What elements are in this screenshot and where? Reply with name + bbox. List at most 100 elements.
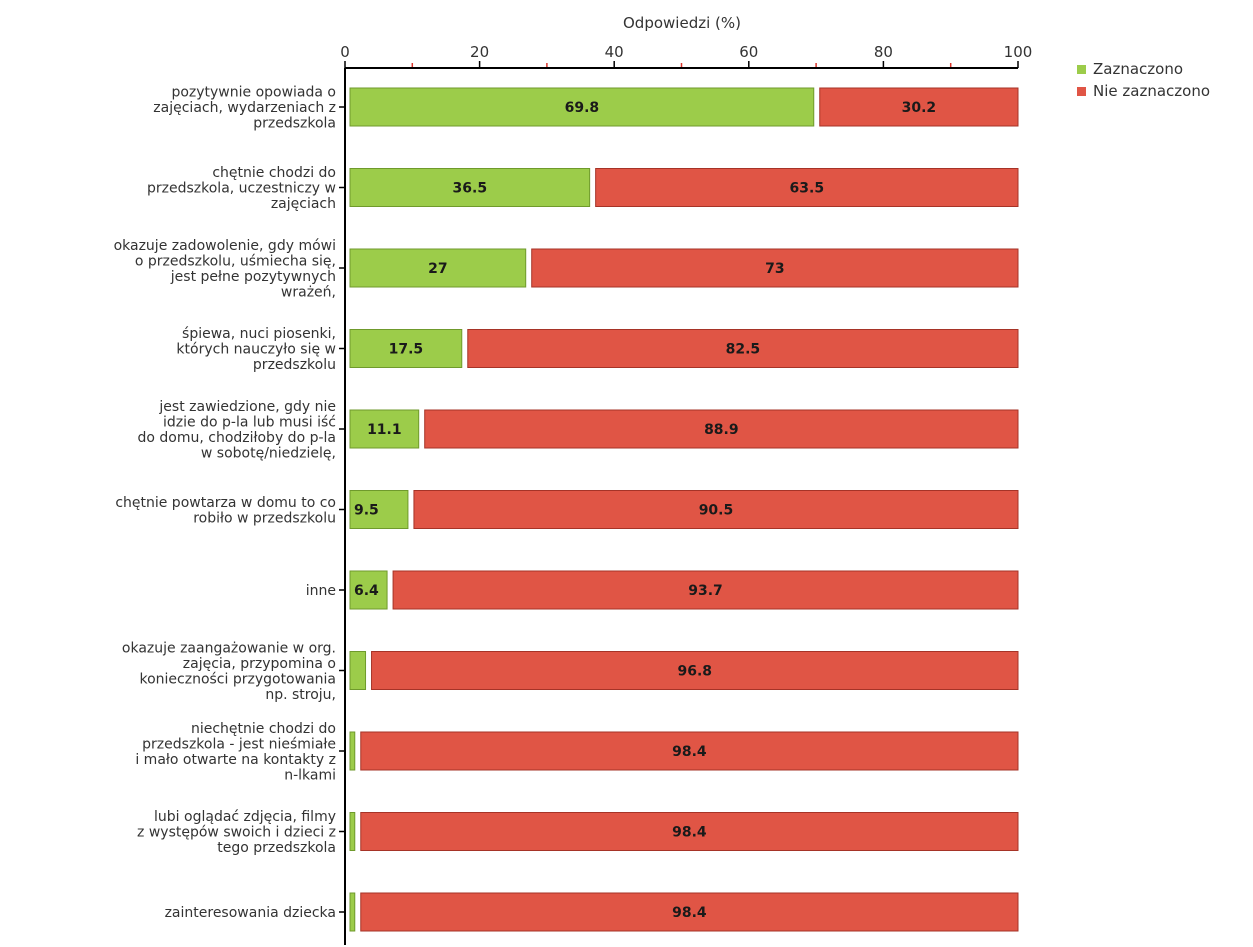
category-label-line: przedszkola, uczestniczy w bbox=[147, 181, 336, 197]
bar-label-nie-zaznaczono: 73 bbox=[765, 261, 784, 277]
category-label-line: zajęcia, przypomina o bbox=[183, 656, 336, 672]
x-tick-label: 60 bbox=[739, 43, 758, 61]
category-label: okazuje zadowolenie, gdy mówi o przedszko… bbox=[114, 238, 336, 301]
category-label: okazuje zaangażowanie w org. zajęcia, prz… bbox=[122, 640, 336, 703]
category-label-line: przedszkolu bbox=[253, 357, 336, 373]
bar-label-nie-zaznaczono: 90.5 bbox=[699, 503, 734, 519]
category-label-line: przedszkola - jest nieśmiałe bbox=[142, 736, 336, 752]
bar-label-zaznaczono: 6.4 bbox=[354, 583, 379, 599]
category-label-line: chętnie powtarza w domu to co bbox=[115, 495, 336, 511]
category-label-line: tego przedszkola bbox=[217, 840, 336, 856]
category-label-line: lubi oglądać zdjęcia, filmy bbox=[154, 809, 336, 825]
category-label-line: śpiewa, nuci piosenki, bbox=[182, 326, 336, 342]
category-label-line: np. stroju, bbox=[265, 687, 336, 703]
category-label-line: niechętnie chodzi do bbox=[191, 721, 336, 737]
x-axis-title: Odpowiedzi (%) bbox=[623, 14, 741, 32]
category-label: zainteresowania dziecka bbox=[165, 905, 336, 921]
bar-label-nie-zaznaczono: 98.4 bbox=[672, 825, 707, 841]
bar-label-zaznaczono: 17.5 bbox=[389, 342, 424, 358]
category-label-line: chętnie chodzi do bbox=[212, 165, 336, 181]
category-label: chętnie chodzi do przedszkola, uczestnicz… bbox=[147, 165, 336, 212]
bar-zaznaczono bbox=[349, 409, 420, 449]
bar-nie-zaznaczono bbox=[819, 87, 1019, 127]
category-label-line: zajęciach, wydarzeniach z bbox=[153, 100, 336, 116]
category-label-line: pozytywnie opowiada o bbox=[171, 85, 336, 101]
bar-nie-zaznaczono bbox=[371, 651, 1019, 690]
bar-zaznaczono bbox=[349, 812, 356, 851]
category-label-line: inne bbox=[306, 583, 336, 599]
bar-zaznaczono bbox=[349, 168, 591, 207]
bar-label-zaznaczono: 11.1 bbox=[367, 422, 402, 438]
bar-zaznaczono bbox=[349, 248, 527, 288]
bar-nie-zaznaczono bbox=[392, 570, 1019, 610]
x-tick-label: 40 bbox=[605, 43, 624, 61]
category-label-line: konieczności przygotowania bbox=[139, 671, 336, 687]
category-label-line: zajęciach bbox=[271, 196, 336, 212]
legend-swatch bbox=[1077, 87, 1086, 96]
bar-zaznaczono bbox=[349, 490, 409, 529]
bar-zaznaczono bbox=[349, 651, 367, 690]
bar-label-nie-zaznaczono: 96.8 bbox=[677, 664, 712, 680]
legend-swatch bbox=[1077, 65, 1086, 74]
bar-nie-zaznaczono bbox=[467, 329, 1019, 368]
category-label-line: zainteresowania dziecka bbox=[165, 905, 336, 921]
x-axis-ticks: 0 20 40 60 80 100 bbox=[340, 43, 1032, 68]
bar-nie-zaznaczono bbox=[413, 490, 1019, 529]
category-label-line: o przedszkolu, uśmiecha się, bbox=[135, 253, 336, 269]
category-label-line: w sobotę/niedzielę, bbox=[201, 445, 336, 461]
bar-label-nie-zaznaczono: 30.2 bbox=[902, 100, 937, 116]
bar-zaznaczono bbox=[349, 570, 388, 610]
x-tick-label: 80 bbox=[874, 43, 893, 61]
category-labels: pozytywnie opowiada o zajęciach, wydarzen… bbox=[114, 85, 336, 922]
category-label: pozytywnie opowiada o zajęciach, wydarzen… bbox=[153, 85, 336, 132]
category-label-line: wrażeń, bbox=[281, 284, 336, 300]
bar-label-zaznaczono: 9.5 bbox=[354, 503, 379, 519]
category-label: śpiewa, nuci piosenki, których nauczyło s… bbox=[176, 326, 336, 373]
category-label-line: do domu, chodziłoby do p-la bbox=[137, 430, 336, 446]
bar-nie-zaznaczono bbox=[595, 168, 1019, 207]
bar-label-nie-zaznaczono: 63.5 bbox=[790, 181, 825, 197]
bar-label-zaznaczono: 36.5 bbox=[453, 181, 488, 197]
category-label: inne bbox=[306, 583, 336, 599]
bar-label-nie-zaznaczono: 88.9 bbox=[704, 422, 739, 438]
bar-label-nie-zaznaczono: 98.4 bbox=[672, 744, 707, 760]
bar-zaznaczono bbox=[349, 329, 463, 368]
axes bbox=[339, 67, 1018, 945]
bar-zaznaczono bbox=[349, 892, 356, 932]
bar-nie-zaznaczono bbox=[360, 892, 1019, 932]
category-label-line: jest pełne pozytywnych bbox=[170, 269, 336, 285]
category-label-line: jest zawiedzione, gdy nie bbox=[158, 399, 336, 415]
bar-nie-zaznaczono bbox=[360, 812, 1019, 851]
category-label: lubi oglądać zdjęcia, filmy z występów sw… bbox=[137, 809, 336, 856]
legend-label: Zaznaczono bbox=[1093, 60, 1183, 78]
legend: Zaznaczono Nie zaznaczono bbox=[1077, 60, 1210, 100]
category-label-line: n-lkami bbox=[284, 767, 336, 783]
bar-zaznaczono bbox=[349, 731, 356, 771]
bar-nie-zaznaczono bbox=[360, 731, 1019, 771]
bar-nie-zaznaczono bbox=[531, 248, 1019, 288]
category-label-line: okazuje zadowolenie, gdy mówi bbox=[114, 238, 336, 254]
bar-nie-zaznaczono bbox=[424, 409, 1019, 449]
bar-label-zaznaczono: 69.8 bbox=[565, 100, 600, 116]
x-tick-label: 100 bbox=[1004, 43, 1033, 61]
legend-label: Nie zaznaczono bbox=[1093, 82, 1210, 100]
category-label-line: których nauczyło się w bbox=[176, 342, 336, 358]
category-label-line: z występów swoich i dzieci z bbox=[137, 825, 336, 841]
category-label-line: i mało otwarte na kontakty z bbox=[135, 752, 336, 768]
bar-label-nie-zaznaczono: 82.5 bbox=[726, 342, 761, 358]
bar-label-nie-zaznaczono: 98.4 bbox=[672, 905, 707, 921]
category-label-line: przedszkola bbox=[253, 116, 336, 132]
bar-zaznaczono bbox=[349, 87, 815, 127]
bar-label-nie-zaznaczono: 93.7 bbox=[688, 583, 723, 599]
bar-label-zaznaczono: 27 bbox=[428, 261, 447, 277]
category-label: chętnie powtarza w domu to co robiło w pr… bbox=[115, 495, 336, 527]
bars: 69.8 30.2 36.5 63.5 27 73 17.5 82.5 11.1 88.9 9.5 9… bbox=[349, 87, 1019, 932]
category-label-line: okazuje zaangażowanie w org. bbox=[122, 640, 336, 656]
x-tick-label: 20 bbox=[470, 43, 489, 61]
category-label-line: robiło w przedszkolu bbox=[193, 510, 336, 526]
category-label-line: idzie do p-la lub musi iść bbox=[163, 414, 336, 430]
x-tick-label: 0 bbox=[340, 43, 350, 61]
category-label: niechętnie chodzi do przedszkola - jest n… bbox=[135, 721, 336, 784]
category-label: jest zawiedzione, gdy nie idzie do p-la l… bbox=[137, 399, 336, 462]
